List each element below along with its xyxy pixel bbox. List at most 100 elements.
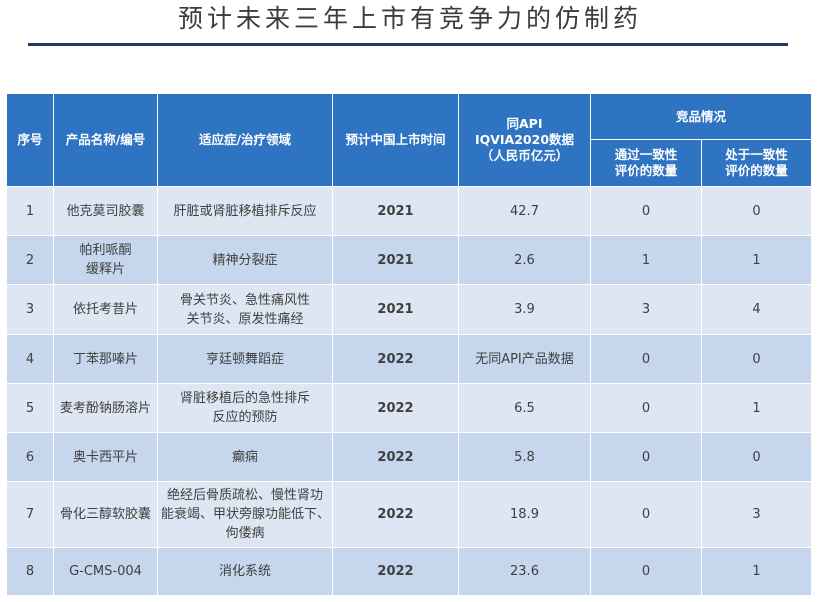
cell-indication-line: 佝偻病 <box>225 526 265 541</box>
table-row: 1 他克莫司胶囊 肝脏或肾脏移植排斥反应 2021 42.7 0 0 <box>6 186 813 236</box>
cell-indication-line: 绝经后骨质疏松、慢性肾功 <box>166 488 323 503</box>
header-in-progress-line: 评价的数量 <box>725 163 788 178</box>
cell-sales: 2.6 <box>458 235 591 285</box>
cell-index: 1 <box>6 186 54 236</box>
table-row: 2 帕利哌酮 缓释片 精神分裂症 2021 2.6 1 1 <box>6 235 813 285</box>
cell-index: 6 <box>6 432 54 482</box>
cell-product-line: 他克莫司胶囊 <box>66 203 145 219</box>
table-row: 8 G-CMS-004 消化系统 2022 23.6 0 1 <box>6 547 813 596</box>
header-index: 序号 <box>6 93 54 187</box>
cell-in-progress-count: 0 <box>700 334 813 384</box>
cell-product-line: 帕利哌酮 <box>79 243 132 258</box>
cell-passed-count: 0 <box>590 334 702 384</box>
cell-index: 4 <box>6 334 54 384</box>
cell-product: 骨化三醇软胶囊 <box>53 481 158 548</box>
header-sales: 同API IQVIA2020数据 （人民币亿元） <box>458 93 591 187</box>
cell-passed-count: 0 <box>590 186 702 236</box>
table-row: 7 骨化三醇软胶囊 绝经后骨质疏松、慢性肾功 能衰竭、甲状旁腺功能低下、 佝偻病 2022… <box>6 481 813 548</box>
cell-in-progress-count: 1 <box>700 547 813 596</box>
cell-indication-line: 肾脏移植后的急性排斥 <box>179 391 310 406</box>
cell-indication-line: 精神分裂症 <box>212 252 278 268</box>
header-passed-line: 通过一致性 <box>614 147 678 162</box>
cell-indication-line: 骨关节炎、急性痛风性 <box>179 292 310 308</box>
cell-product: 奥卡西平片 <box>53 432 158 482</box>
cell-passed-count: 0 <box>590 547 702 596</box>
header-product: 产品名称/编号 <box>53 93 158 187</box>
cell-passed-count: 0 <box>590 432 702 482</box>
cell-index: 8 <box>6 547 54 596</box>
cell-in-progress-count: 1 <box>700 235 813 285</box>
header-launch-time: 预计中国上市时间 <box>332 93 459 187</box>
cell-passed-count: 1 <box>590 235 702 285</box>
table-row: 6 奥卡西平片 癫痫 2022 5.8 0 0 <box>6 432 813 482</box>
cell-launch-year: 2021 <box>332 186 459 236</box>
cell-product-line: 骨化三醇软胶囊 <box>59 507 151 522</box>
header-passed-line: 评价的数量 <box>614 163 678 178</box>
cell-product-line: 丁苯那嗪片 <box>72 351 138 367</box>
cell-product-line: 麦考酚钠肠溶片 <box>59 400 151 416</box>
cell-in-progress-count: 0 <box>700 432 813 482</box>
cell-indication: 肝脏或肾脏移植排斥反应 <box>157 186 333 236</box>
cell-indication-line: 癫痫 <box>231 449 258 465</box>
cell-launch-year: 2022 <box>332 481 459 548</box>
cell-indication-line: 肝脏或肾脏移植排斥反应 <box>173 203 317 219</box>
cell-sales: 无同API产品数据 <box>458 334 591 384</box>
header-in-progress-line: 处于一致性 <box>725 147 788 162</box>
header-competition: 竞品情况 <box>589 93 813 140</box>
cell-indication-line: 消化系统 <box>218 564 271 579</box>
cell-indication-line: 反应的预防 <box>212 410 278 425</box>
cell-product-line: 奥卡西平片 <box>72 449 138 465</box>
cell-product: 麦考酚钠肠溶片 <box>53 383 158 433</box>
cell-sales: 6.5 <box>458 383 591 433</box>
cell-index: 5 <box>6 383 54 433</box>
cell-sales: 23.6 <box>458 547 591 596</box>
cell-indication: 肾脏移植后的急性排斥 反应的预防 <box>157 383 333 433</box>
cell-launch-year: 2021 <box>332 284 459 335</box>
cell-sales: 42.7 <box>458 186 591 236</box>
cell-indication: 精神分裂症 <box>157 235 333 285</box>
cell-sales: 3.9 <box>458 284 591 335</box>
cell-launch-year: 2022 <box>332 432 459 482</box>
cell-product-line: 缓释片 <box>85 262 125 277</box>
page-title: 预计未来三年上市有竞争力的仿制药 <box>177 4 642 33</box>
title-underline <box>28 43 788 46</box>
table-body: 1 他克莫司胶囊 肝脏或肾脏移植排斥反应 2021 42.7 0 0 2 帕利哌酮 缓释片 精神分裂… <box>6 186 813 596</box>
header-indication: 适应症/治疗领域 <box>157 93 333 187</box>
cell-passed-count: 0 <box>590 481 702 548</box>
cell-launch-year: 2022 <box>332 383 459 433</box>
cell-index: 3 <box>6 284 54 335</box>
cell-sales: 18.9 <box>458 481 591 548</box>
cell-product: 帕利哌酮 缓释片 <box>53 235 158 285</box>
table-row: 5 麦考酚钠肠溶片 肾脏移植后的急性排斥 反应的预防 2022 6.5 0 1 <box>6 383 813 433</box>
cell-product-line: 依托考昔片 <box>72 302 138 317</box>
cell-product: G-CMS-004 <box>53 547 158 596</box>
header-sales-line: IQVIA2020数据 <box>474 132 575 147</box>
cell-in-progress-count: 4 <box>700 284 813 335</box>
cell-launch-year: 2021 <box>332 235 459 285</box>
cell-indication: 绝经后骨质疏松、慢性肾功 能衰竭、甲状旁腺功能低下、 佝偻病 <box>157 481 333 548</box>
table-row: 4 丁苯那嗪片 亨廷顿舞蹈症 2022 无同API产品数据 0 0 <box>6 334 813 384</box>
header-passed-count: 通过一致性 评价的数量 <box>590 139 702 187</box>
cell-launch-year: 2022 <box>332 334 459 384</box>
header-sales-line: 同API <box>506 116 543 131</box>
cell-indication-line: 亨廷顿舞蹈症 <box>205 351 284 367</box>
cell-indication-line: 能衰竭、甲状旁腺功能低下、 <box>161 507 331 522</box>
cell-indication: 骨关节炎、急性痛风性 关节炎、原发性痛经 <box>157 284 333 335</box>
cell-in-progress-count: 0 <box>700 186 813 236</box>
cell-indication: 癫痫 <box>157 432 333 482</box>
cell-product: 依托考昔片 <box>53 284 158 335</box>
cell-indication: 亨廷顿舞蹈症 <box>157 334 333 384</box>
cell-product-line: G-CMS-004 <box>69 564 142 579</box>
cell-product: 丁苯那嗪片 <box>53 334 158 384</box>
cell-in-progress-count: 1 <box>700 383 813 433</box>
cell-indication: 消化系统 <box>157 547 333 596</box>
cell-launch-year: 2022 <box>332 547 459 596</box>
cell-product: 他克莫司胶囊 <box>53 186 158 236</box>
cell-in-progress-count: 3 <box>700 481 813 548</box>
generic-drug-table: 序号 产品名称/编号 适应症/治疗领域 预计中国上市时间 同API IQVIA2… <box>6 93 813 596</box>
cell-index: 2 <box>6 235 54 285</box>
header-sales-line: （人民币亿元） <box>480 148 569 163</box>
header-in-progress-count: 处于一致性 评价的数量 <box>700 139 813 187</box>
cell-index: 7 <box>6 481 54 548</box>
cell-passed-count: 0 <box>590 383 702 433</box>
